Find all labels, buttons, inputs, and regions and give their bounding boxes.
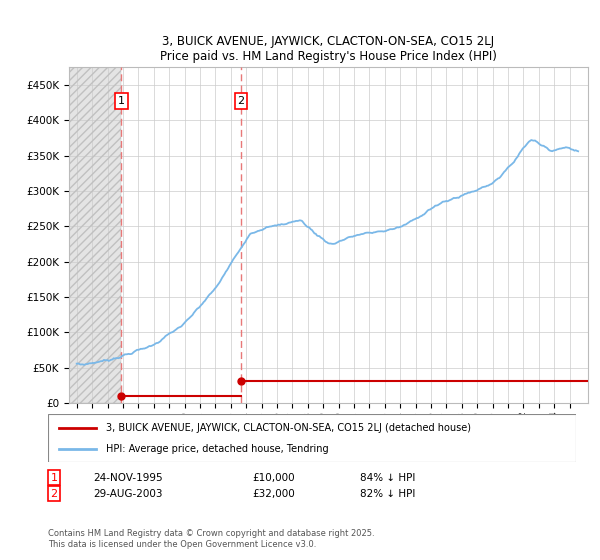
Text: 2: 2 [238,96,244,106]
Text: 2: 2 [50,489,58,499]
Text: £32,000: £32,000 [252,489,295,499]
Text: £10,000: £10,000 [252,473,295,483]
Title: 3, BUICK AVENUE, JAYWICK, CLACTON-ON-SEA, CO15 2LJ
Price paid vs. HM Land Regist: 3, BUICK AVENUE, JAYWICK, CLACTON-ON-SEA… [160,35,497,63]
Text: 1: 1 [118,96,125,106]
Bar [69,67,121,403]
Bar [69,67,121,403]
Text: 24-NOV-1995: 24-NOV-1995 [93,473,163,483]
Text: Contains HM Land Registry data © Crown copyright and database right 2025.
This d: Contains HM Land Registry data © Crown c… [48,529,374,549]
Text: 3, BUICK AVENUE, JAYWICK, CLACTON-ON-SEA, CO15 2LJ (detached house): 3, BUICK AVENUE, JAYWICK, CLACTON-ON-SEA… [106,423,471,433]
FancyBboxPatch shape [48,414,576,462]
Text: HPI: Average price, detached house, Tendring: HPI: Average price, detached house, Tend… [106,444,329,454]
Text: 82% ↓ HPI: 82% ↓ HPI [360,489,415,499]
Text: 29-AUG-2003: 29-AUG-2003 [93,489,163,499]
Text: 1: 1 [50,473,58,483]
Text: 84% ↓ HPI: 84% ↓ HPI [360,473,415,483]
